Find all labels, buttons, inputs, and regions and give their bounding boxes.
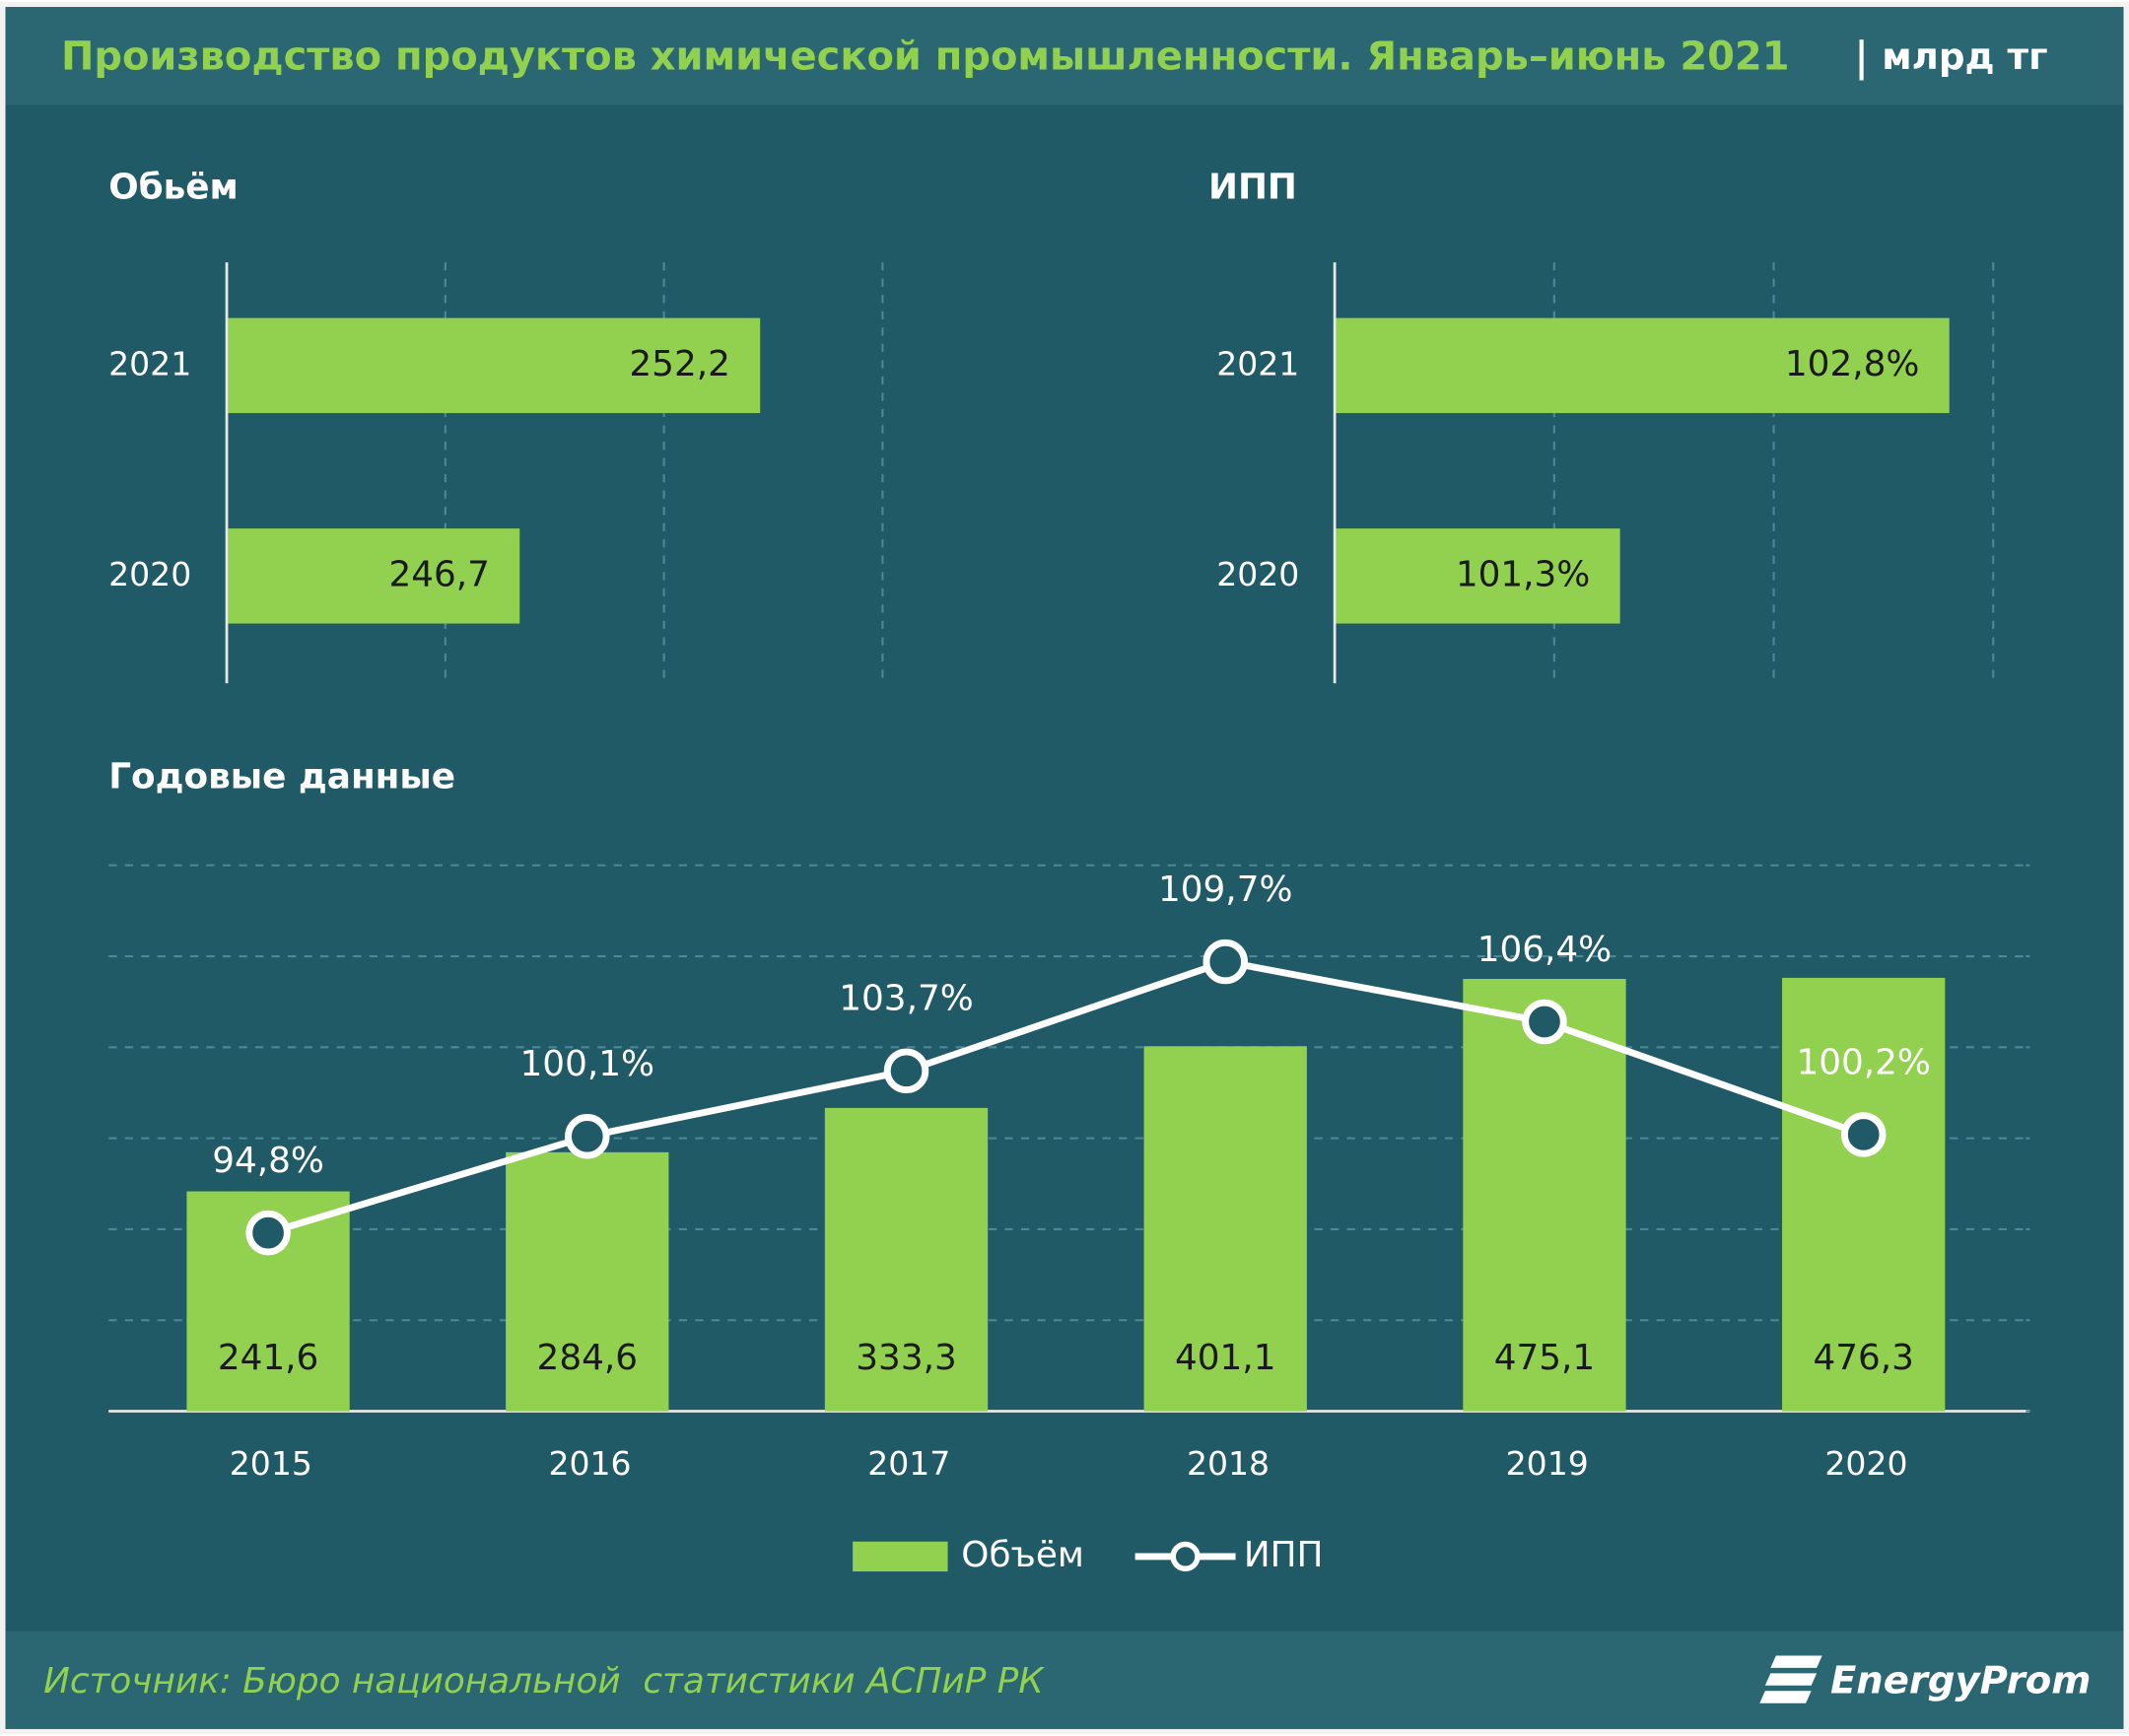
data-label: 102,8% [1785, 344, 1920, 384]
source: Источник: Бюро национальной статистики А… [43, 1661, 1045, 1701]
legend-swatch-marker [1170, 1541, 1201, 1572]
bar [1336, 317, 1950, 414]
line-marker [1522, 999, 1567, 1045]
data-label: 103,7% [839, 979, 973, 1019]
x-tick-label: 2018 [1187, 1444, 1270, 1483]
chart-title: Обьём [108, 168, 239, 208]
chart-title: ИПП [1208, 168, 1297, 208]
legend-swatch [853, 1541, 948, 1572]
y-tick-label: 2021 [108, 344, 191, 382]
legend-label: Объём [961, 1535, 1084, 1575]
bar [1463, 979, 1626, 1412]
line-marker [883, 1048, 929, 1094]
header-band [5, 7, 2124, 105]
background [5, 7, 2124, 1729]
data-label: 401,1 [1175, 1338, 1275, 1378]
line-marker [245, 1210, 291, 1256]
logo-icon [1759, 1655, 1822, 1703]
line-marker [565, 1114, 610, 1159]
data-label: 241,6 [218, 1338, 318, 1378]
bar [506, 1151, 669, 1412]
data-label: 475,1 [1494, 1338, 1595, 1378]
data-label: 100,2% [1796, 1042, 1930, 1082]
bar [824, 1107, 989, 1412]
page-title: Производство продуктов химической промыш… [61, 34, 1790, 79]
legend-label: ИПП [1244, 1535, 1324, 1575]
data-label: 252,2 [629, 344, 729, 384]
logo: EnergyProm [1830, 1659, 2091, 1703]
y-tick-label: 2020 [1216, 555, 1299, 593]
data-label: 476,3 [1813, 1338, 1913, 1378]
chart-title: Годовые данные [108, 757, 455, 798]
y-tick-label: 2021 [1216, 344, 1299, 382]
data-label: 284,6 [537, 1338, 638, 1378]
bar [228, 317, 761, 414]
bar [1782, 977, 1946, 1412]
line-marker [1840, 1112, 1887, 1157]
data-label: 101,3% [1456, 554, 1591, 594]
x-tick-label: 2017 [867, 1444, 950, 1483]
data-label: 100,1% [520, 1044, 655, 1084]
bar [1143, 1046, 1307, 1412]
line [267, 958, 1865, 1236]
x-tick-label: 2019 [1506, 1444, 1589, 1483]
charts: Обьём 2021 252,2 2020 246,7 ИПП 2021 102,8% 2020… [108, 168, 2030, 1575]
x-tick-label: 2020 [1824, 1444, 1907, 1483]
data-label: 106,4% [1477, 930, 1612, 970]
x-tick-label: 2015 [230, 1444, 312, 1483]
unit: млрд тг [1882, 35, 2047, 78]
y-tick-label: 2020 [108, 555, 191, 593]
bar [1336, 528, 1620, 624]
data-label: 109,7% [1158, 869, 1293, 910]
data-label: 246,7 [388, 554, 489, 594]
data-label: 94,8% [212, 1141, 324, 1181]
bar [228, 528, 520, 624]
data-label: 333,3 [856, 1338, 956, 1378]
line-marker [1202, 938, 1248, 985]
x-tick-label: 2016 [548, 1444, 631, 1483]
